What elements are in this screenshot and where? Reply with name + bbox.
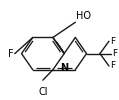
Text: HO: HO bbox=[76, 11, 91, 21]
Text: N: N bbox=[60, 63, 68, 73]
Text: F: F bbox=[110, 61, 115, 70]
Text: F: F bbox=[110, 37, 115, 46]
Text: Cl: Cl bbox=[38, 87, 48, 97]
Text: F: F bbox=[8, 49, 14, 59]
Text: F: F bbox=[112, 49, 117, 58]
